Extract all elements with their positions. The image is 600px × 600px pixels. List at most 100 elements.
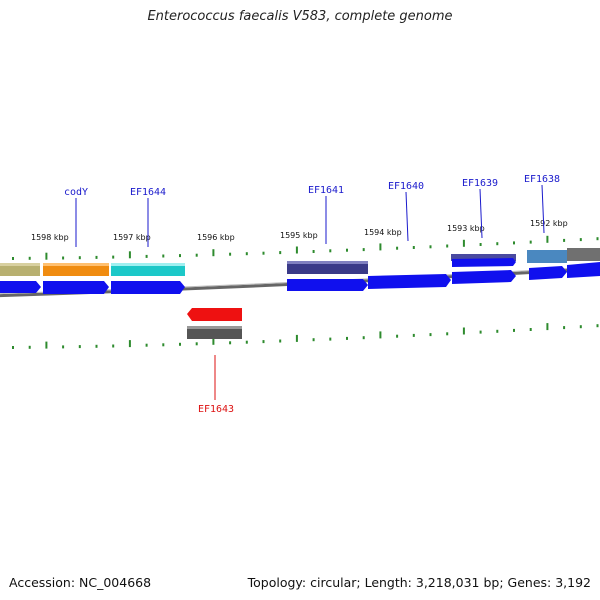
ruler-ticks-bottom [12,323,599,349]
ruler-tick [412,333,415,337]
ruler-tick [346,248,348,252]
gene-EF1639-feature[interactable] [451,254,516,261]
ruler-tick [479,330,482,334]
kbp-label: 1595 kbp [280,231,318,240]
ruler-tick [396,246,399,250]
gene-codY-cds[interactable] [43,281,109,294]
ruler-tick [45,252,48,260]
ruler-tick [279,339,282,343]
kbp-label: 1592 kbp [530,219,568,228]
ruler-tick [529,240,532,244]
ruler-tick [379,331,382,339]
ruler-tick [245,340,248,344]
ruler-tick [229,252,232,256]
ruler-tick [446,332,449,336]
ruler-tick [78,256,81,260]
ruler-tick [179,254,181,258]
gene-EF1640-cds[interactable] [368,274,451,289]
gene-EF1644-cds[interactable] [111,281,185,294]
ruler-tick [329,337,332,341]
ruler-tick [596,324,599,328]
ruler-tick [396,334,399,338]
ruler-tick [312,250,315,253]
ruler-tick [496,329,499,333]
ruler-tick [212,249,215,257]
feature-bar-highlight [111,263,185,266]
ruler-tick [112,255,115,259]
feature-bar[interactable] [567,248,600,261]
ruler-tick [45,341,48,349]
gene-label-EF1644[interactable]: EF1644 [130,187,166,198]
gene-label-EF1643[interactable]: EF1643 [198,404,234,415]
gene-label-EF1640[interactable]: EF1640 [388,181,424,192]
ruler-tick [145,343,148,347]
ruler-tick [279,251,282,255]
ruler-tick [479,243,482,246]
ruler-tick [362,336,365,340]
ruler-tick [195,253,198,257]
ruler-tick [429,245,432,249]
ruler-tick [546,323,549,331]
ruler-tick [128,340,131,348]
genome-summary-text: Topology: circular; Length: 3,218,031 bp… [247,575,591,590]
ruler-tick [329,249,332,253]
kbp-label: 1593 kbp [447,224,485,233]
gene-EF1643-feature[interactable] [187,308,242,321]
ruler-tick [362,248,365,252]
gene-EF1638-cds[interactable] [529,266,567,280]
ruler-tick [513,328,515,332]
ruler-tick [563,238,566,242]
ruler-tick [245,252,248,256]
ruler-tick [179,342,181,346]
kbp-label: 1597 kbp [113,233,151,242]
kbp-label: 1594 kbp [364,228,402,237]
gene-EF1639-cds-upper[interactable] [452,258,516,267]
gene-EF1641-feature[interactable] [287,261,368,274]
ruler-tick [295,334,298,342]
ruler-tick [28,256,31,260]
gene-label-EF1639[interactable]: EF1639 [462,178,498,189]
accession-text: Accession: NC_004668 [9,575,152,590]
feature-track-upper [0,248,600,276]
ruler-tick [579,238,582,242]
gene-EF1639-cds[interactable] [452,270,516,284]
ruler-tick [229,341,232,345]
gene-codY-feature[interactable] [43,263,109,276]
ruler-tick [429,333,432,337]
ruler-tick [546,235,549,243]
ruler-tick [195,342,198,346]
cds-arrow[interactable] [567,262,600,278]
ruler-tick [12,346,14,349]
gene-EF1644-feature[interactable] [111,263,185,276]
feature-bar[interactable] [0,263,40,276]
kbp-label: 1598 kbp [31,233,69,242]
ruler-tick [95,255,98,259]
gene-label-EF1638[interactable]: EF1638 [524,174,560,185]
ruler-tick [145,254,148,258]
gene-label-codY[interactable]: codY [64,187,88,198]
cds-arrow[interactable] [0,281,41,293]
gene-EF1643-cds[interactable] [187,326,242,339]
kbp-label: 1596 kbp [197,233,235,242]
ruler-tick [12,257,14,260]
ruler-tick [496,242,499,246]
ruler-tick [112,344,115,348]
ruler-tick [379,243,382,251]
ruler-tick [62,256,65,260]
label-leaders [75,184,545,400]
ruler-tick [262,251,265,255]
ruler-tick [346,336,348,340]
gene-EF1641-cds[interactable] [287,279,368,291]
map-title: Enterococcus faecalis V583, complete gen… [147,9,453,24]
ruler-tick [162,254,165,258]
ruler-tick [95,344,98,348]
feature-bar[interactable] [0,263,40,266]
gene-label-EF1641[interactable]: EF1641 [308,185,344,196]
ruler-tick [462,239,465,247]
ruler-tick [295,246,298,254]
gene-EF1638-feature[interactable] [527,250,567,263]
feature-bar-highlight [43,263,109,266]
ruler-tick [513,241,515,245]
ruler-tick [446,244,449,248]
ruler-tick [462,327,465,335]
